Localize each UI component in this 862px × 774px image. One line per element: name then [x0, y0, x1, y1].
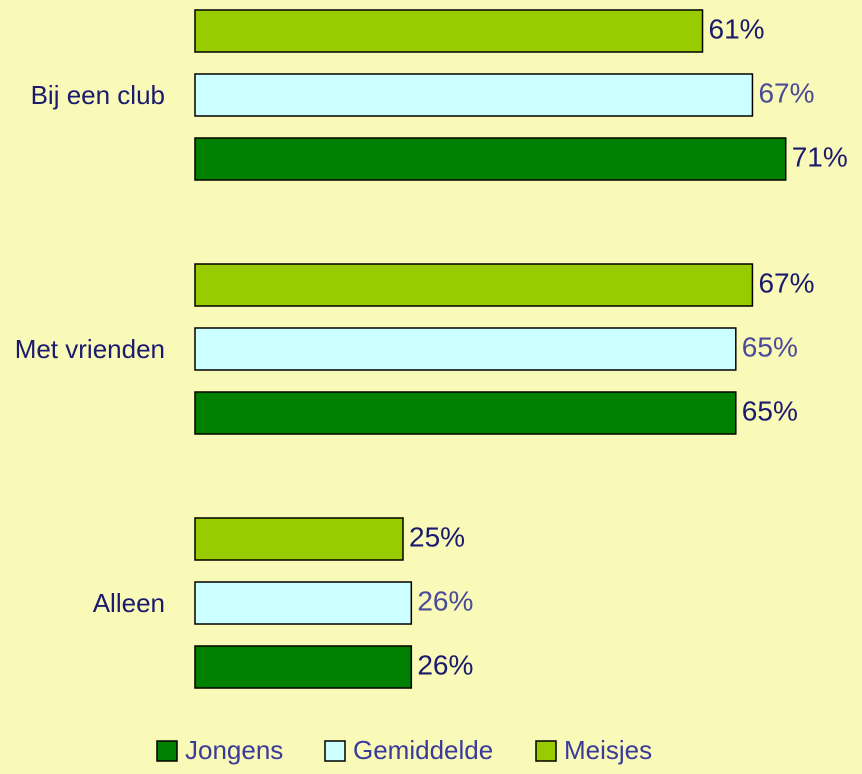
value-label: 26% [417, 649, 473, 680]
category-label: Alleen [93, 588, 165, 618]
value-label: 67% [758, 77, 814, 108]
value-label: 25% [409, 521, 465, 552]
bar [194, 263, 754, 307]
legend-swatch [156, 740, 178, 762]
legend-label: Jongens [185, 735, 283, 765]
category-label: Met vrienden [15, 334, 165, 364]
bar [194, 645, 413, 689]
bar [194, 73, 754, 117]
legend-swatch [535, 740, 557, 762]
value-label: 61% [709, 13, 765, 44]
legend-label: Gemiddelde [353, 735, 493, 765]
category-label: Bij een club [31, 80, 165, 110]
bar [194, 9, 704, 53]
legend-swatch [324, 740, 346, 762]
legend-label: Meisjes [564, 735, 652, 765]
value-label: 67% [758, 267, 814, 298]
bar [194, 581, 413, 625]
value-label: 65% [742, 395, 798, 426]
bar [194, 517, 404, 561]
bar [194, 327, 737, 371]
bar [194, 391, 737, 435]
value-label: 71% [792, 141, 848, 172]
value-label: 65% [742, 331, 798, 362]
bar [194, 137, 787, 181]
value-label: 26% [417, 585, 473, 616]
